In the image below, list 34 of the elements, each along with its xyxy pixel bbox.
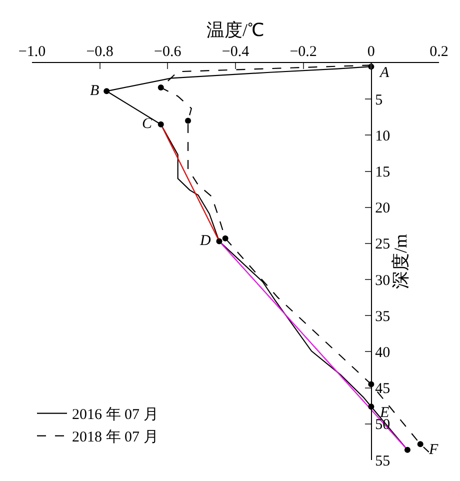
y-axis-title: 深度/m [390,234,410,290]
point [222,235,228,242]
point [404,446,410,453]
point [158,121,164,128]
x-tick-label: −0.6 [154,44,182,60]
annotation: C [142,116,153,132]
y-tick-label: 45 [375,381,390,398]
annotation: F [428,442,439,458]
point [417,441,424,448]
point [216,238,222,244]
annotation: D [199,233,211,249]
x-tick-label: 0 [367,44,375,60]
point [104,88,110,94]
point [158,84,164,91]
y-tick-label: 55 [375,453,390,470]
x-tick-label: −0.8 [86,44,114,60]
y-tick-label: 20 [375,200,390,217]
y-tick-label: 40 [375,344,390,361]
x-tick-label: −0.4 [222,44,250,60]
legend-label: 2018 年 07 月 [72,428,158,446]
point [185,118,192,124]
y-tick-label: 25 [375,236,390,253]
y-tick-label: 5 [375,92,383,108]
x-tick-label: 0.2 [430,44,448,60]
legend-label: 2016 年 07 月 [72,406,158,424]
annotation: A [379,65,390,81]
x-tick-label: −0.2 [290,44,317,60]
y-tick-label: 35 [375,308,390,325]
y-tick-label: 30 [375,272,390,289]
x-axis-title: 温度/℃ [206,20,265,40]
y-tick-label: 10 [375,128,390,144]
y-tick-label: 15 [375,164,390,181]
annotation: B [90,83,100,99]
x-tick-label: −1.0 [18,44,46,60]
